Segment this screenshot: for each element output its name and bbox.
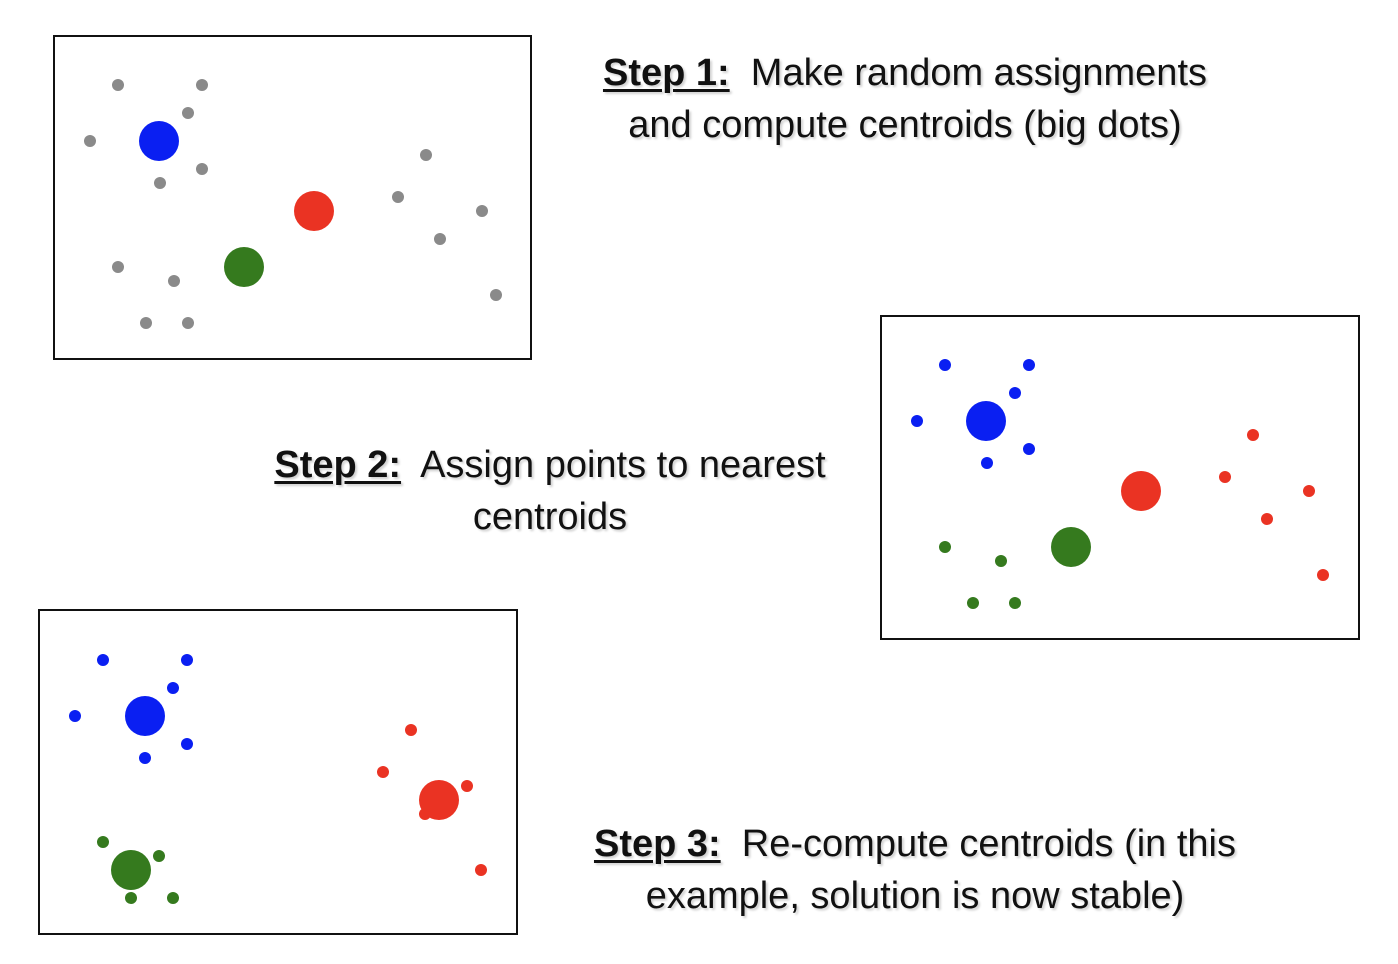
step-1-point-14	[140, 317, 152, 329]
step-1-point-8	[392, 191, 404, 203]
step-1-text-line-2: and compute centroids (big dots)	[628, 104, 1182, 146]
step-1-point-6	[196, 163, 208, 175]
step-3-point-1	[97, 654, 109, 666]
step-1-point-11	[490, 289, 502, 301]
step-2-blue-centroid	[966, 401, 1006, 441]
step-1-point-13	[168, 275, 180, 287]
step-2-caption: Step 2: Assign points to nearest centroi…	[235, 439, 865, 543]
step-2-point-1	[939, 359, 951, 371]
step-3-point-14	[125, 892, 137, 904]
step-3-point-4	[69, 710, 81, 722]
step-1-point-7	[420, 149, 432, 161]
step-3-text-line-1: Re-compute centroids (in this	[741, 823, 1237, 865]
step-2-point-11	[1317, 569, 1329, 581]
step-2-point-13	[995, 555, 1007, 567]
step-1-blue-centroid	[139, 121, 179, 161]
step-2-text-line-1: Assign points to nearest	[420, 444, 826, 486]
step-1-point-12	[112, 261, 124, 273]
step-1-point-5	[154, 177, 166, 189]
step-3-plot	[69, 654, 487, 904]
step-1-point-15	[182, 317, 194, 329]
step-2-point-9	[1303, 485, 1315, 497]
step-2-label: Step 2:	[274, 444, 402, 486]
step-3-point-15	[167, 892, 179, 904]
step-2-point-7	[1247, 429, 1259, 441]
step-2-point-10	[1261, 513, 1273, 525]
step-1-point-2	[196, 79, 208, 91]
step-3-point-9	[461, 780, 473, 792]
step-2-caption-line-1: Step 2: Assign points to nearest	[235, 439, 865, 491]
step-1-point-1	[112, 79, 124, 91]
step-2-point-3	[1009, 387, 1021, 399]
step-2-panel	[880, 315, 1360, 640]
step-3-point-3	[167, 682, 179, 694]
step-3-point-12	[97, 836, 109, 848]
step-1-point-3	[182, 107, 194, 119]
step-1-caption: Step 1: Make random assignments and comp…	[555, 47, 1255, 151]
step-1-red-centroid	[294, 191, 334, 231]
step-1-point-10	[434, 233, 446, 245]
step-1-plot	[84, 79, 502, 329]
step-3-point-7	[405, 724, 417, 736]
step-2-point-2	[1023, 359, 1035, 371]
step-3-point-13	[153, 850, 165, 862]
step-2-point-8	[1219, 471, 1231, 483]
step-2-point-15	[1009, 597, 1021, 609]
step-3-point-2	[181, 654, 193, 666]
step-3-point-8	[377, 766, 389, 778]
step-3-point-11	[475, 864, 487, 876]
step-2-green-centroid	[1051, 527, 1091, 567]
step-3-red-centroid	[419, 780, 459, 820]
step-1-green-centroid	[224, 247, 264, 287]
step-3-text-line-2: example, solution is now stable)	[645, 875, 1185, 917]
step-3-blue-centroid	[125, 696, 165, 736]
step-2-point-14	[967, 597, 979, 609]
step-2-point-4	[911, 415, 923, 427]
step-2-point-12	[939, 541, 951, 553]
step-1-point-9	[476, 205, 488, 217]
step-3-label: Step 3:	[593, 823, 721, 865]
step-2-point-5	[981, 457, 993, 469]
step-2-point-6	[1023, 443, 1035, 455]
step-2-text-line-2: centroids	[472, 496, 628, 538]
step-3-panel	[38, 609, 518, 935]
step-3-point-5	[139, 752, 151, 764]
step-1-panel	[53, 35, 532, 360]
step-1-text-line-1: Make random assignments	[750, 52, 1208, 94]
step-2-plot	[911, 359, 1329, 609]
step-1-label: Step 1:	[602, 52, 730, 94]
step-3-point-6	[181, 738, 193, 750]
step-1-caption-line-1: Step 1: Make random assignments	[555, 47, 1255, 99]
step-2-red-centroid	[1121, 471, 1161, 511]
step-3-green-centroid	[111, 850, 151, 890]
step-3-caption: Step 3: Re-compute centroids (in this ex…	[540, 818, 1290, 922]
step-3-caption-line-1: Step 3: Re-compute centroids (in this	[540, 818, 1290, 870]
step-1-point-4	[84, 135, 96, 147]
